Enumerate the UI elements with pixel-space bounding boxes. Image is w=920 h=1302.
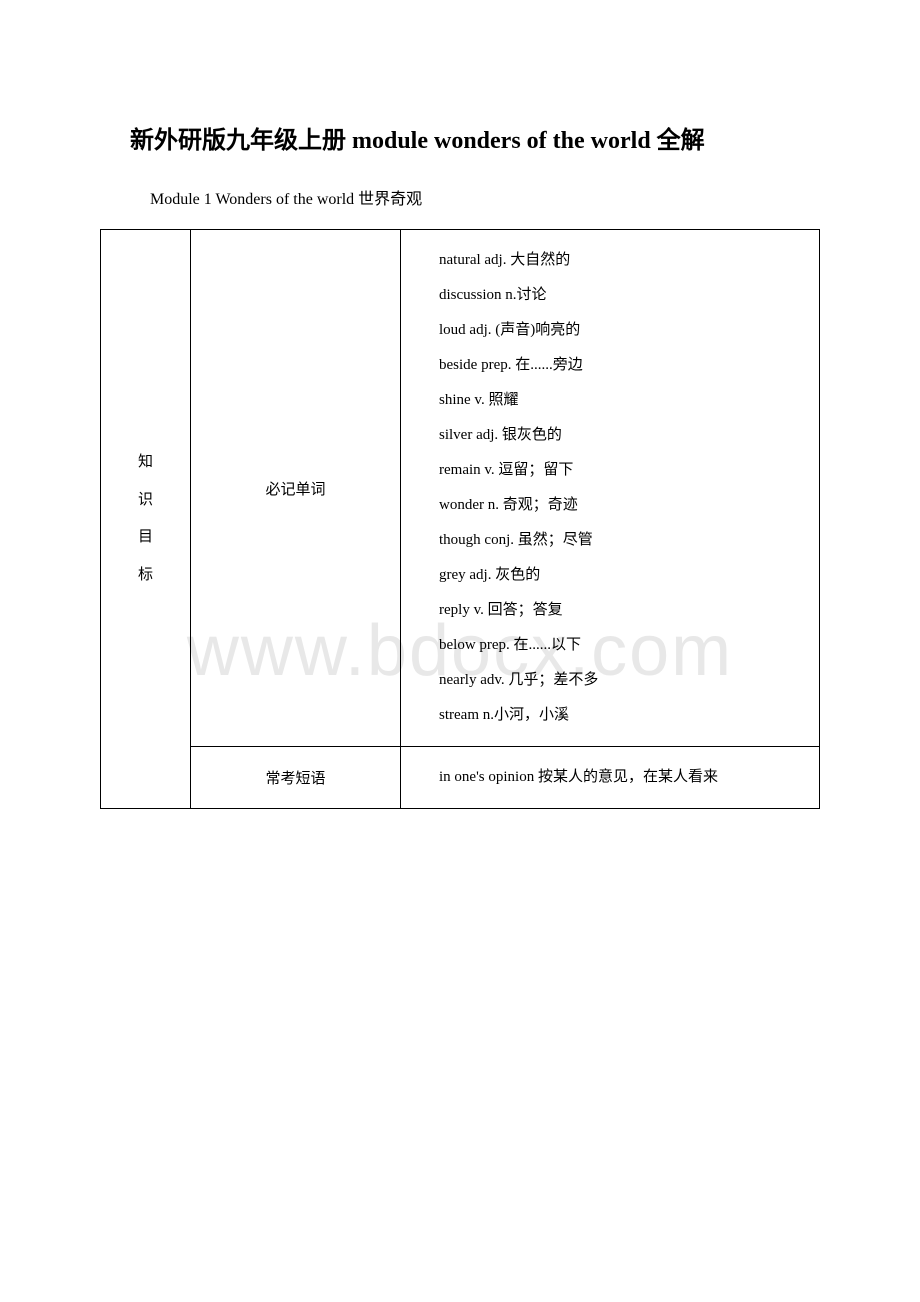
vocab-item: though conj. 虽然；尽管 — [409, 524, 811, 557]
subcategory-cell: 常考短语 — [191, 747, 401, 809]
category-cell: 知 识 目 标 — [101, 230, 191, 809]
vocab-item: reply v. 回答；答复 — [409, 594, 811, 627]
vocab-list-cell: natural adj. 大自然的 discussion n.讨论 loud a… — [401, 230, 820, 747]
vocab-item: nearly adv. 几乎；差不多 — [409, 664, 811, 697]
vocab-item: remain v. 逗留；留下 — [409, 454, 811, 487]
vocab-item: shine v. 照耀 — [409, 384, 811, 417]
char: 知 — [113, 444, 178, 482]
page-subtitle: Module 1 Wonders of the world 世界奇观 — [150, 185, 820, 209]
vocab-item: grey adj. 灰色的 — [409, 559, 811, 592]
vocab-item: below prep. 在......以下 — [409, 629, 811, 662]
page-title: 新外研版九年级上册 module wonders of the world 全解 — [130, 120, 820, 155]
vocab-item: discussion n.讨论 — [409, 279, 811, 312]
vocab-item: wonder n. 奇观；奇迹 — [409, 489, 811, 522]
phrase-item: in one's opinion 按某人的意见，在某人看来 — [409, 761, 811, 794]
vocabulary-table: 知 识 目 标 必记单词 natural adj. 大自然的 discussio… — [100, 229, 820, 809]
char: 目 — [113, 519, 178, 557]
vocab-item: beside prep. 在......旁边 — [409, 349, 811, 382]
char: 识 — [113, 482, 178, 520]
table-row: 知 识 目 标 必记单词 natural adj. 大自然的 discussio… — [101, 230, 820, 747]
vocab-item: stream n.小河，小溪 — [409, 699, 811, 732]
vocab-item: silver adj. 银灰色的 — [409, 419, 811, 452]
char: 标 — [113, 557, 178, 595]
vocab-item: natural adj. 大自然的 — [409, 244, 811, 277]
subcategory-cell: 必记单词 — [191, 230, 401, 747]
vocab-item: loud adj. (声音)响亮的 — [409, 314, 811, 347]
phrase-list-cell: in one's opinion 按某人的意见，在某人看来 — [401, 747, 820, 809]
page-content: 新外研版九年级上册 module wonders of the world 全解… — [0, 0, 920, 849]
table-row: 常考短语 in one's opinion 按某人的意见，在某人看来 — [101, 747, 820, 809]
